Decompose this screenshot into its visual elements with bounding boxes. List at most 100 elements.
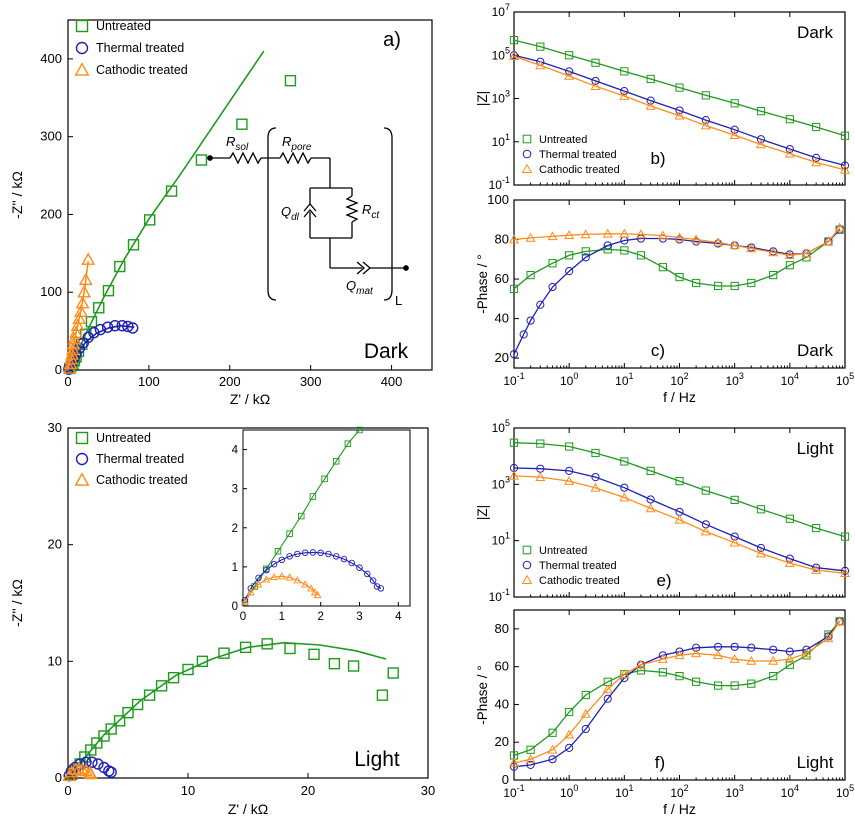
y-tick-label: 100 (487, 192, 509, 207)
data-point (81, 252, 96, 265)
inset-x-tick-label: 0 (240, 611, 246, 623)
x-tick-label: 100 (560, 371, 578, 388)
data-point (602, 228, 613, 238)
data-point (195, 154, 208, 166)
data-point (692, 677, 701, 686)
data-point (509, 234, 519, 244)
y-tick-label: 20 (495, 350, 509, 365)
data-point (78, 272, 93, 286)
inset-y-tick-label: 2 (232, 523, 238, 535)
data-point (729, 653, 740, 663)
data-point (646, 466, 655, 475)
data-point (98, 730, 110, 742)
y-axis-label: |Z| (475, 505, 490, 520)
x-tick-label: 104 (781, 371, 799, 388)
data-point (674, 514, 685, 524)
legend-label: Untreated (96, 431, 151, 445)
x-tick-label: 300 (300, 374, 322, 389)
data-point (80, 756, 92, 768)
panel-label: a) (383, 29, 401, 51)
data-point (730, 681, 739, 690)
data-point (840, 131, 850, 140)
data-point (564, 230, 575, 239)
inset-data-point (325, 550, 332, 558)
y-tick-label: 300 (40, 129, 62, 144)
data-point (619, 669, 630, 679)
data-point (565, 466, 574, 475)
data-point (581, 247, 590, 256)
data-point (565, 251, 574, 260)
inset-data-point (277, 572, 286, 580)
panel-f: 10-1 100 101 102 103 104 105 0 20 40 60 80 f / Hz -Ph… (475, 609, 854, 817)
panel-label: b) (650, 149, 665, 168)
data-point (768, 247, 779, 257)
data-point (565, 442, 574, 451)
data-point (603, 694, 612, 703)
data-point (143, 689, 156, 701)
data-point (620, 483, 629, 492)
y-axis-label: -Z'' / kΩ (9, 171, 25, 219)
y-tick-label: 60 (495, 659, 509, 674)
data-point (675, 83, 684, 92)
panel-c: 10-1 100 101 102 103 104 105 20 40 60 80 100 f / Hz -… (475, 192, 854, 405)
inset-data-point (364, 570, 371, 578)
x-axis-label: Z' / kΩ (228, 801, 268, 817)
y-tick-label: 40 (495, 696, 509, 711)
data-point (769, 271, 778, 280)
x-tick-label: 105 (836, 371, 854, 388)
data-point (730, 99, 739, 108)
data-point (72, 311, 87, 324)
legend-label: Untreated (96, 19, 151, 33)
bracket-right (383, 127, 393, 301)
inset-data-point (344, 440, 352, 447)
data-point (67, 331, 82, 345)
data-point (755, 139, 766, 149)
legend-marker (75, 19, 89, 33)
data-point (581, 690, 590, 700)
inset-data-point (317, 549, 324, 557)
data-point (756, 543, 766, 553)
data-point (526, 745, 535, 754)
data-point (785, 144, 794, 154)
x-tick-label: 0 (64, 783, 71, 798)
data-point (564, 729, 575, 739)
data-point (823, 236, 834, 246)
data-point (801, 248, 812, 258)
data-point (239, 641, 252, 654)
legend-label: Untreated (539, 545, 587, 557)
legend-marker (75, 452, 89, 466)
legend-label: Cathodic treated (539, 575, 620, 587)
data-point (756, 107, 766, 116)
data-point (747, 679, 756, 688)
data-point (591, 473, 600, 482)
data-point (674, 232, 685, 242)
x-tick-label: 104 (781, 783, 799, 800)
data-point (590, 81, 601, 91)
data-point (88, 326, 100, 339)
y-axis-label: -Phase / ° (475, 665, 490, 724)
data-point (69, 325, 84, 338)
condition-label: Light (354, 748, 400, 771)
inset-data-point (270, 572, 279, 581)
data-point (83, 766, 98, 780)
data-point (509, 36, 519, 45)
x-tick-label: 105 (836, 783, 854, 800)
data-point (127, 322, 139, 334)
inset-data-point (301, 580, 310, 588)
y-tick-label: 107 (492, 2, 510, 19)
inset-fit-line (244, 551, 382, 601)
x-tick-label: 10-1 (503, 371, 524, 388)
fit-line-0 (513, 442, 846, 538)
circuit-node (403, 265, 409, 271)
data-point (823, 633, 834, 643)
data-point (548, 728, 557, 737)
condition-label: Dark (797, 23, 833, 42)
data-point (675, 672, 684, 681)
data-point (840, 164, 850, 174)
data-point (536, 42, 545, 51)
data-point (620, 457, 629, 466)
data-point (646, 495, 655, 504)
data-point (657, 653, 668, 663)
data-point (218, 647, 230, 659)
data-point (692, 278, 701, 288)
